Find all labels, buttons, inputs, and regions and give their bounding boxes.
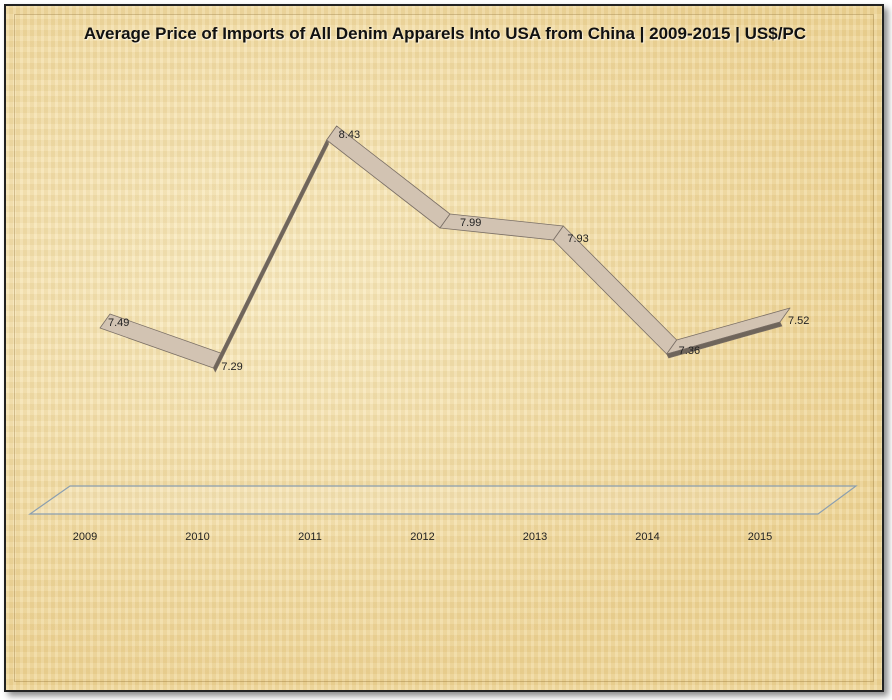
data-label: 7.29 xyxy=(221,361,242,373)
data-label: 8.43 xyxy=(339,129,360,141)
data-label: 7.52 xyxy=(788,315,809,327)
data-label: 7.99 xyxy=(460,217,481,229)
chart-floor xyxy=(28,485,858,515)
data-label: 7.36 xyxy=(679,345,700,357)
data-label: 7.93 xyxy=(567,233,588,245)
x-tick-label: 2014 xyxy=(635,531,659,543)
line-series xyxy=(99,125,791,373)
line-segment xyxy=(326,125,451,229)
data-label: 7.49 xyxy=(108,317,129,329)
x-tick-label: 2010 xyxy=(185,531,209,543)
chart-title: Average Price of Imports of All Denim Ap… xyxy=(83,24,807,43)
x-axis-ticks: 2009 2010 2011 2012 2013 2014 2015 xyxy=(73,531,772,543)
x-tick-label: 2009 xyxy=(73,531,97,543)
line-segment xyxy=(439,213,564,241)
x-tick-label: 2013 xyxy=(523,531,547,543)
x-tick-label: 2012 xyxy=(410,531,434,543)
x-tick-label: 2011 xyxy=(298,531,322,543)
line-segment-side xyxy=(666,321,783,359)
line-segment-side xyxy=(212,139,330,373)
data-labels: 7.49 7.29 8.43 7.99 7.93 7.36 7.52 xyxy=(108,129,809,373)
x-tick-label: 2015 xyxy=(748,531,772,543)
line-segment xyxy=(552,225,678,355)
chart-frame xyxy=(4,4,884,692)
